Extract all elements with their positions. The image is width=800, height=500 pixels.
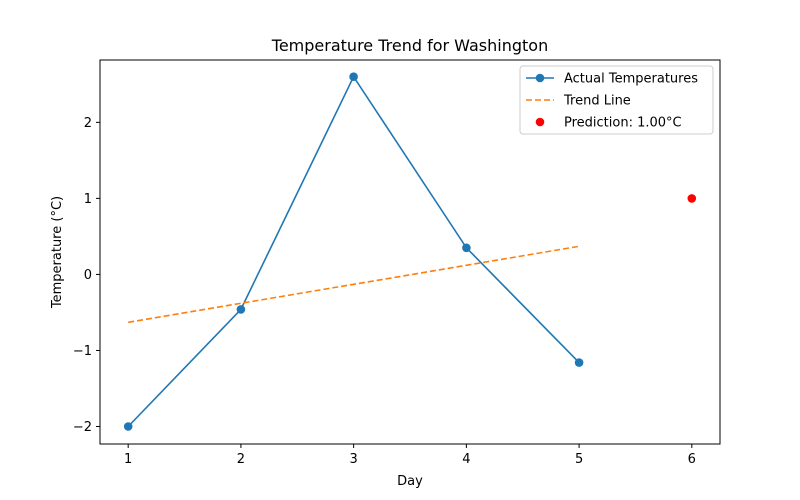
axis-ticks: 1 2 3 4 5 6 −2 −1 0 1 2 [73,116,696,467]
data-point-0-1 [236,305,246,314]
x-axis-label: Day [397,474,423,489]
legend-marker-2 [535,117,545,127]
y-tick-label: −1 [73,344,92,359]
legend-marker-0 [535,73,545,83]
series-line-1 [128,245,580,324]
x-tick-label: 1 [124,452,132,467]
y-tick-label: 1 [84,192,92,207]
data-point-0-2 [349,72,358,81]
y-tick-label: −2 [73,420,92,435]
legend-label-0: Actual Temperatures [564,72,698,87]
legend-label-1: Trend Line [563,94,631,109]
plot-area [123,72,697,431]
data-point-0-3 [462,243,471,253]
data-point-0-4 [574,358,584,367]
chart-title: Temperature Trend for Washington [271,36,548,55]
x-tick-label: 2 [237,452,245,467]
x-tick-label: 5 [575,452,583,467]
y-axis-label: Temperature (°C) [50,196,65,309]
data-point-2-0 [687,194,697,203]
y-tick-label: 2 [84,116,92,131]
x-tick-label: 3 [349,452,357,467]
data-point-0-0 [123,422,133,431]
y-tick-label: 0 [84,268,92,283]
legend-box [519,65,714,135]
x-tick-label: 4 [462,452,470,467]
legend-label-2: Prediction: 1.00°C [564,116,682,131]
x-tick-label: 6 [688,452,696,467]
axes-frame [99,59,721,445]
legend: Actual Temperatures Trend Line Prediction:… [519,65,714,135]
